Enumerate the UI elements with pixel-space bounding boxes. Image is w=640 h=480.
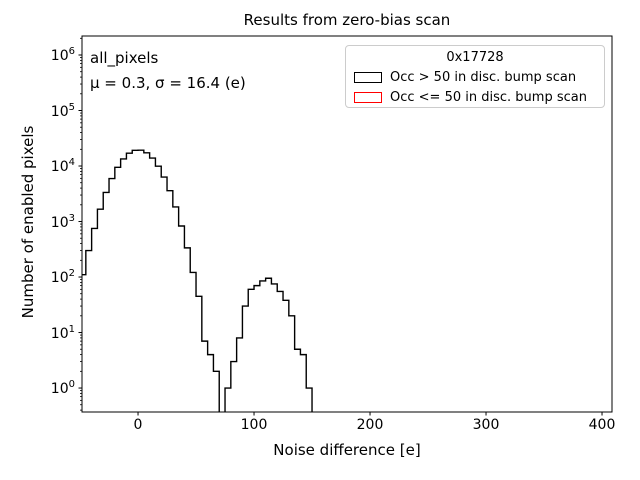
- x-tick-label: 100: [240, 417, 268, 433]
- x-tick-label: 400: [588, 417, 616, 433]
- x-axis-label: Noise difference [e]: [273, 441, 421, 459]
- axes-frame: [81, 35, 613, 413]
- legend: 0x17728 Occ > 50 in disc. bump scan Occ …: [345, 45, 605, 108]
- histogram-step-series: [82, 149, 313, 412]
- y-tick-label: 105: [50, 101, 75, 120]
- y-tick-label: 100: [50, 379, 75, 397]
- x-tick-label: 200: [356, 417, 384, 433]
- legend-entry-occ-gt-50: Occ > 50 in disc. bump scan: [354, 67, 596, 87]
- legend-swatch-black-outline: [354, 71, 382, 83]
- y-axis-label: Number of enabled pixels: [19, 125, 37, 319]
- chart-title: Results from zero-bias scan: [243, 11, 451, 29]
- annotation-dataset-name: all_pixels: [90, 49, 159, 67]
- y-tick-label: 106: [50, 46, 75, 64]
- y-tick-label: 102: [50, 268, 75, 286]
- y-tick-label: 104: [50, 157, 75, 175]
- legend-entry-occ-le-50: Occ <= 50 in disc. bump scan: [354, 87, 596, 107]
- x-tick-label: 0: [133, 417, 143, 433]
- legend-entry-label: Occ <= 50 in disc. bump scan: [390, 89, 587, 105]
- x-tick-label: 300: [472, 417, 500, 433]
- legend-swatch-red-outline: [354, 91, 382, 103]
- y-tick-label: 103: [50, 212, 75, 231]
- annotation-stats: μ = 0.3, σ = 16.4 (e): [90, 74, 246, 92]
- y-tick-label: 101: [50, 323, 75, 342]
- legend-title: 0x17728: [446, 50, 504, 65]
- legend-entry-label: Occ > 50 in disc. bump scan: [390, 69, 577, 85]
